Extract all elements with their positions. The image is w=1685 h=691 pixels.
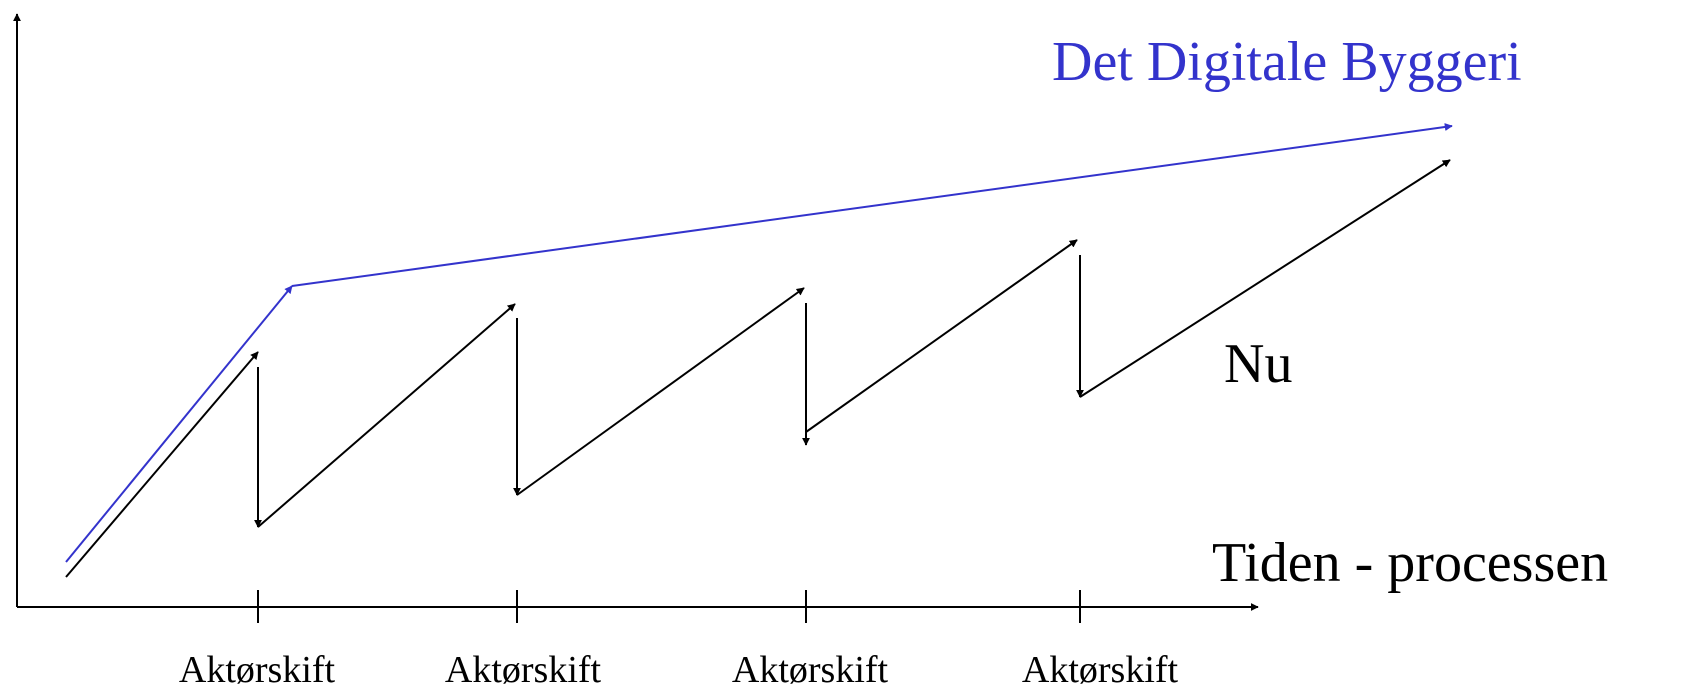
current-process-path bbox=[65, 159, 1451, 578]
digital-rise-arrow bbox=[65, 285, 293, 563]
rise-arrow-5 bbox=[1079, 159, 1451, 398]
x-tick-label: Aktørskift bbox=[178, 649, 336, 691]
x-tick-label: Aktørskift bbox=[1021, 649, 1179, 691]
current-state-label: Nu bbox=[1224, 333, 1293, 395]
x-tick-label: Aktørskift bbox=[731, 649, 889, 691]
x-tick-label: Aktørskift bbox=[444, 649, 602, 691]
diagram-title: Det Digitale Byggeri bbox=[1052, 31, 1522, 93]
rise-arrow-1 bbox=[65, 351, 259, 578]
rise-arrow-4 bbox=[805, 239, 1078, 433]
digital-long-arrow bbox=[291, 123, 1453, 287]
x-axis-label: Tiden - processen bbox=[1212, 532, 1609, 594]
rise-arrow-2 bbox=[257, 303, 516, 528]
digital-process-path bbox=[65, 123, 1453, 563]
rise-arrow-3 bbox=[516, 287, 805, 496]
